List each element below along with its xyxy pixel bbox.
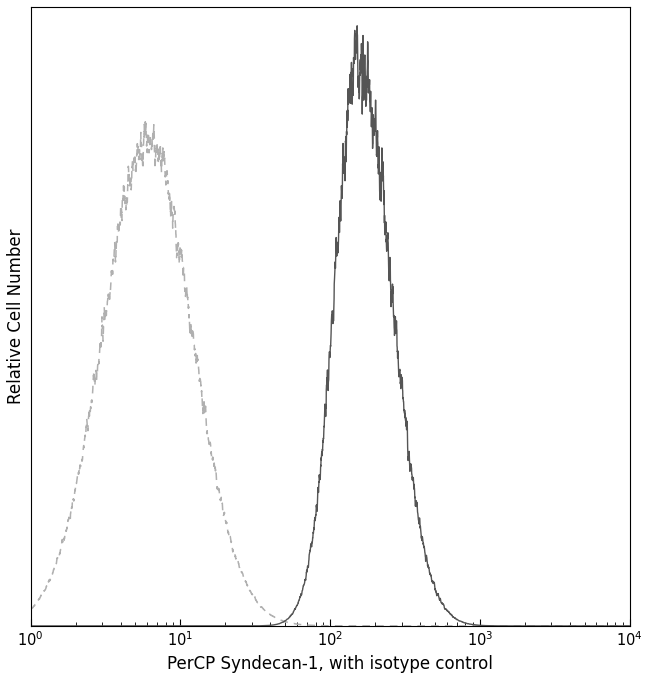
X-axis label: PerCP Syndecan-1, with isotype control: PerCP Syndecan-1, with isotype control: [167, 655, 493, 673]
Y-axis label: Relative Cell Number: Relative Cell Number: [7, 228, 25, 404]
